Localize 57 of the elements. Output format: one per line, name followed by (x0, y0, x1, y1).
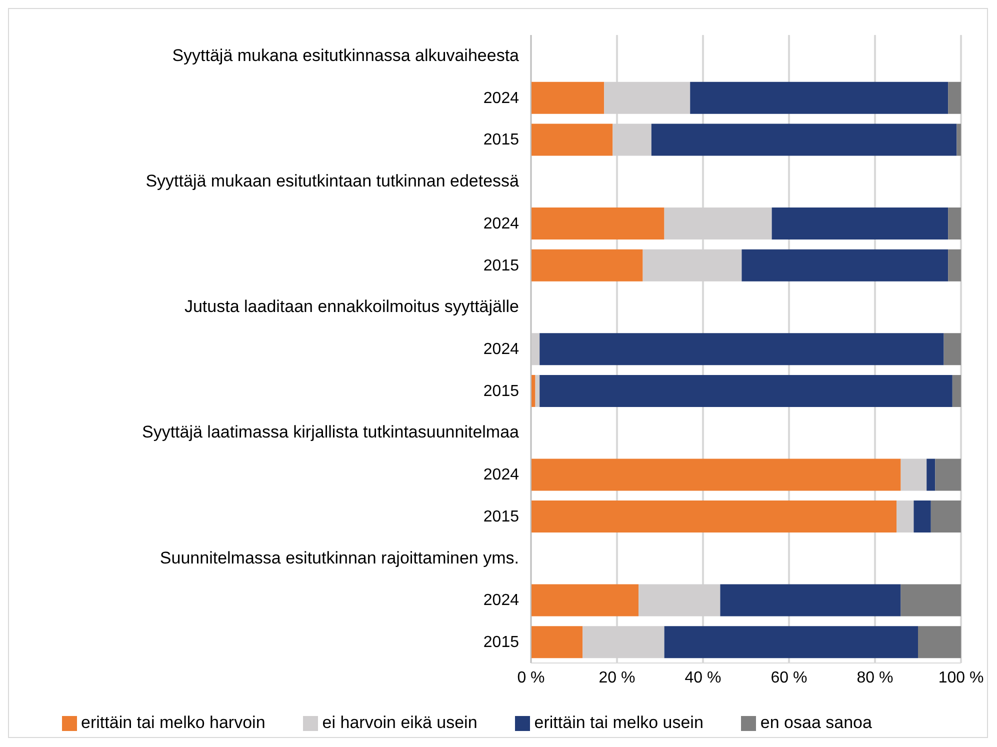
bar (720, 584, 901, 616)
y-tick-label: 2024 (483, 592, 520, 610)
x-tick-label: 20 % (598, 669, 636, 686)
bar (948, 82, 961, 114)
bar (664, 626, 918, 658)
y-tick-label: Syyttäjä laatimassa kirjallista tutkintasuunnitelmaa (142, 422, 520, 442)
x-tick-label: 100 % (938, 669, 984, 686)
y-tick-label: 2015 (483, 132, 520, 149)
y-tick-label: 2015 (483, 508, 520, 526)
bar (772, 207, 948, 240)
bar (918, 626, 961, 658)
bar (690, 82, 948, 114)
bar (531, 249, 643, 282)
bar (651, 124, 957, 156)
bar (540, 333, 944, 366)
y-tick-label: 2015 (483, 634, 520, 652)
bar (956, 124, 961, 156)
bar (944, 333, 961, 366)
y-tick-label: 2024 (483, 341, 520, 358)
y-tick-label: Syyttäjä mukaan esitutkintaan tutkinnan edetessä (146, 172, 520, 191)
bar (535, 374, 540, 407)
y-tick-label: 2015 (483, 382, 520, 400)
x-tick-label: 80 % (856, 669, 894, 686)
bar (531, 207, 664, 240)
bar (742, 249, 948, 282)
y-tick-label: 2024 (483, 90, 520, 107)
legend-label: erittäin tai melko harvoin (81, 713, 266, 732)
bar (531, 374, 536, 407)
bar (531, 124, 613, 156)
y-tick-label: Jutusta laaditaan ennakkoilmoitus syyttäjälle (184, 297, 519, 316)
bar (930, 500, 961, 533)
bar (531, 82, 604, 114)
bar (948, 207, 961, 240)
x-tick-label: 0 % (517, 669, 545, 686)
y-tick-label: 2024 (483, 215, 520, 232)
x-tick-label: 60 % (770, 669, 808, 686)
y-tick-label: Syyttäjä mukana esitutkinnassa alkuvaiheesta (172, 46, 520, 65)
legend-label: en osaa sanoa (760, 713, 872, 732)
bar (531, 584, 638, 616)
bar (531, 500, 896, 533)
y-tick-label: 2024 (483, 466, 520, 484)
legend-label: erittäin tai melko usein (534, 713, 704, 732)
bar (952, 374, 961, 407)
x-tick-label: 40 % (684, 669, 722, 686)
bar (900, 584, 961, 616)
bar (935, 458, 961, 491)
bar (900, 458, 927, 491)
bar (531, 626, 583, 658)
bar (926, 458, 936, 491)
bar (896, 500, 914, 533)
legend-label: ei harvoin eikä usein (322, 713, 478, 732)
bar (914, 500, 931, 533)
bar (948, 249, 961, 282)
y-tick-label: Suunnitelmassa esitutkinnan rajoittaminen yms. (160, 548, 519, 568)
bar (540, 374, 952, 407)
bar (531, 458, 901, 491)
y-tick-label: 2015 (483, 257, 520, 274)
